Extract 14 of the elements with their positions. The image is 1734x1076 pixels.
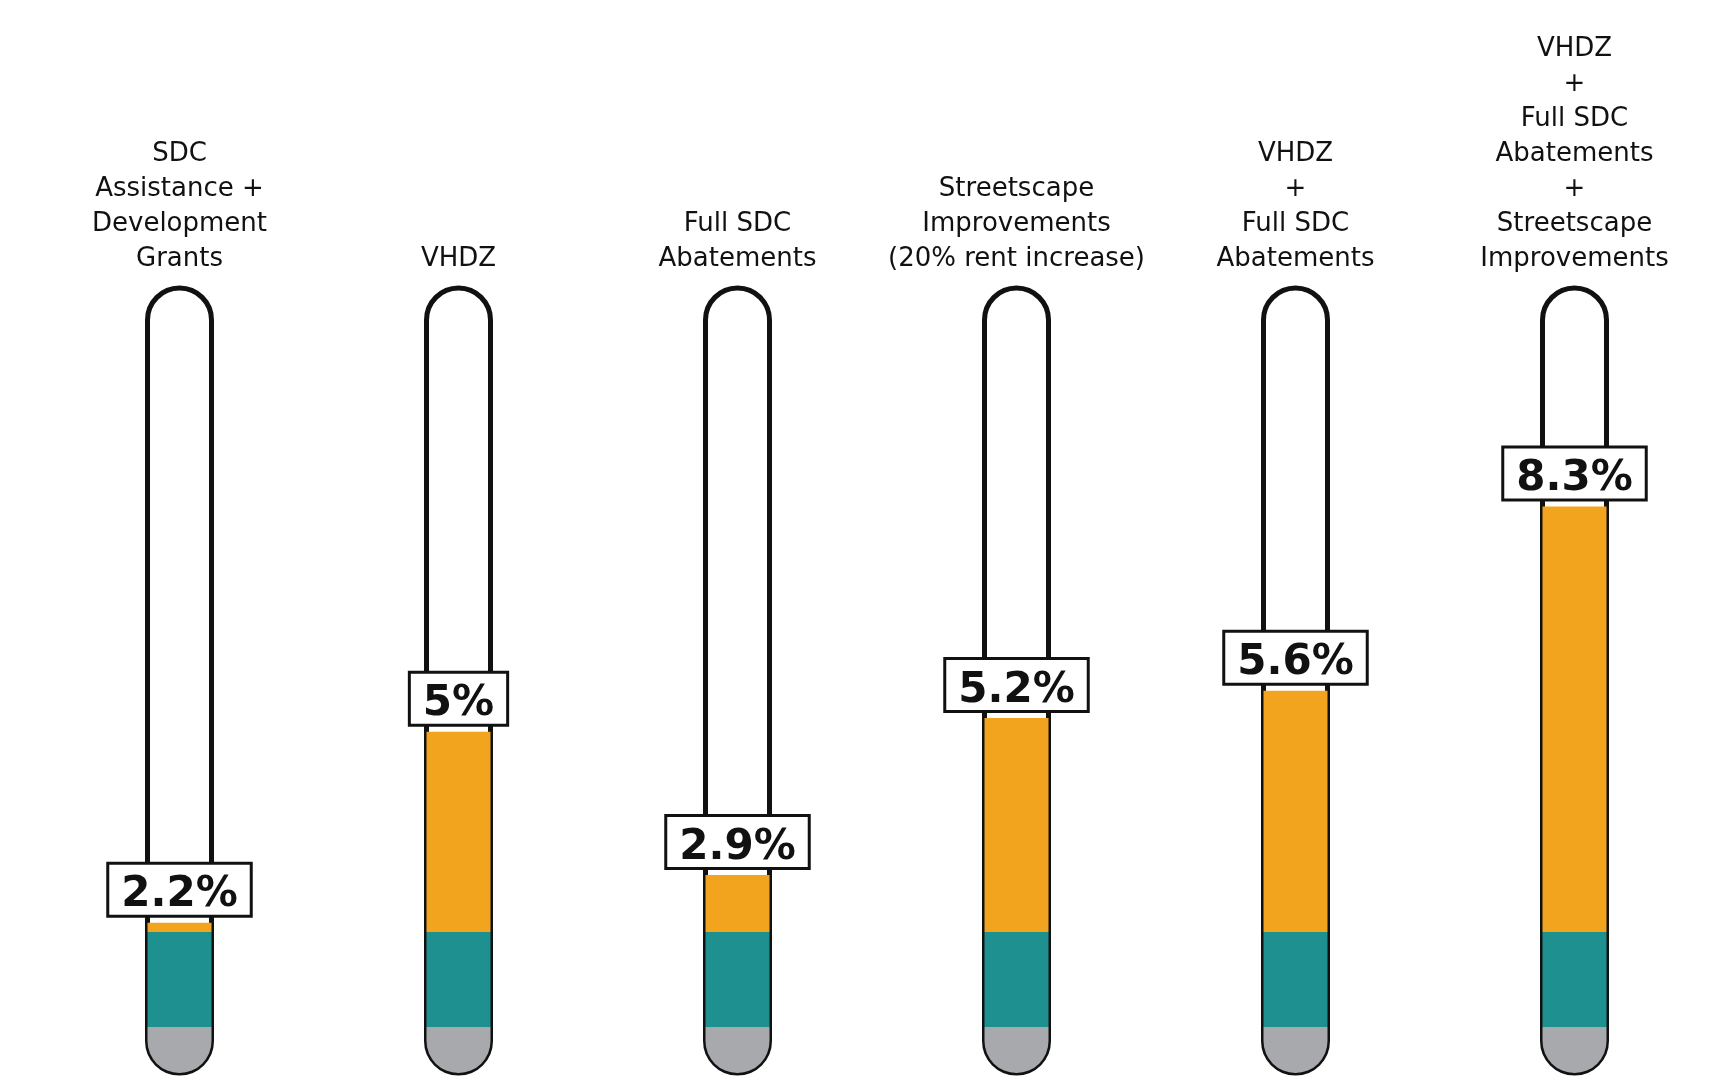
data-label: 2.9% <box>679 819 796 869</box>
x-tick-label: VHDZ + Full SDC Abatements + Streetscape Improvements <box>1480 31 1669 272</box>
x-tick-label: Full SDC Abatements <box>658 206 817 272</box>
bar <box>147 922 212 1073</box>
bar <box>705 875 770 1073</box>
data-label: 5.2% <box>958 662 1075 712</box>
data-label: 8.3% <box>1516 450 1633 500</box>
data-label: 2.2% <box>121 867 238 917</box>
x-tick-label: Streetscape Improvements (20% rent increase) <box>888 171 1145 272</box>
x-tick-label: VHDZ + Full SDC Abatements <box>1216 136 1375 272</box>
data-label: 5.6% <box>1237 635 1354 685</box>
data-label: 5% <box>422 676 495 726</box>
x-tick-label: SDC Assistance + Development Grants <box>91 136 268 272</box>
x-tick-label: VHDZ <box>420 241 497 272</box>
